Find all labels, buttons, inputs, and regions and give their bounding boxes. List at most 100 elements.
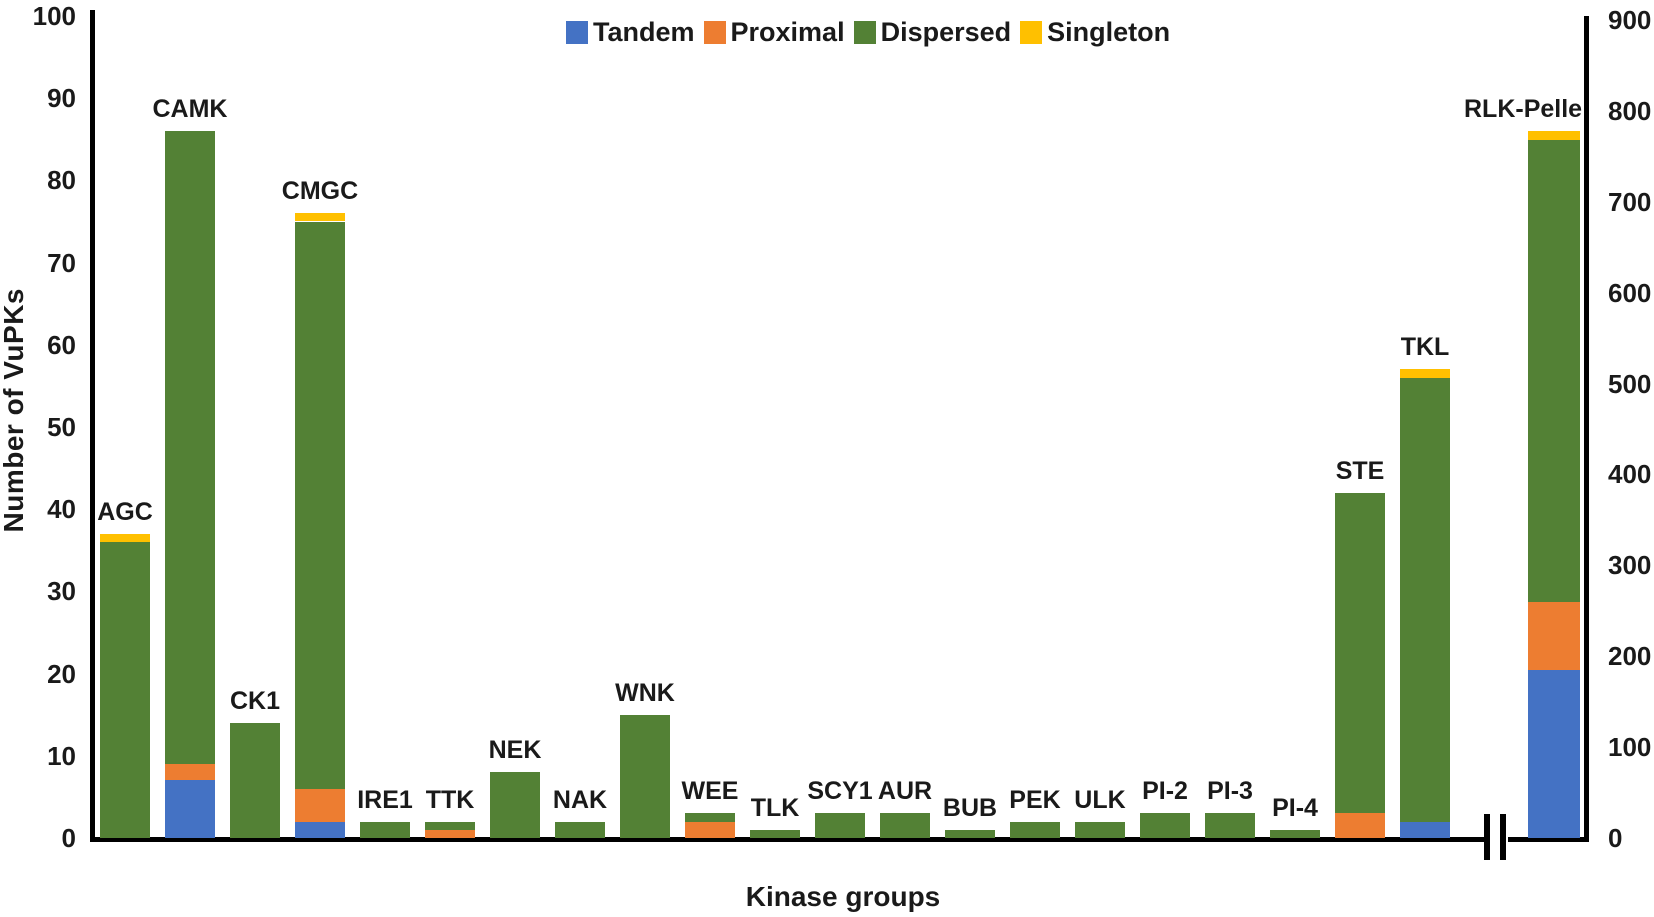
bar-segment-dispersed	[945, 829, 995, 838]
bar-segment-dispersed	[1010, 821, 1060, 838]
legend: Tandem Proximal Dispersed Singleton	[566, 17, 1179, 47]
left-axis-tick: 80	[47, 165, 76, 196]
bar-label-agc: AGC	[97, 497, 153, 526]
left-axis-tick: 100	[32, 0, 76, 31]
left-axis-tick: 90	[47, 83, 76, 114]
bar-segment-proximal	[165, 764, 215, 781]
bar-segment-proximal	[425, 829, 475, 838]
right-axis-tick: 100	[1608, 732, 1652, 763]
bar-segment-dispersed	[230, 722, 280, 838]
bar-segment-dispersed	[620, 714, 670, 838]
bar-segment-singleton	[1400, 369, 1450, 378]
bar-label-ulk: ULK	[1074, 785, 1126, 814]
bar-segment-singleton	[1528, 130, 1580, 140]
bar-label-ste: STE	[1335, 456, 1385, 485]
bar-segment-dispersed	[1205, 813, 1255, 838]
singleton-swatch	[1020, 20, 1043, 44]
bar-segment-dispersed	[880, 813, 930, 838]
right-axis-tick: 700	[1608, 186, 1652, 217]
bar-label-tkl: TKL	[1400, 333, 1450, 362]
bar-label-scy1: SCY1	[807, 777, 873, 806]
bar-segment-dispersed	[1270, 829, 1320, 838]
bar-label-rlk-pelle: RLK-Pelle	[1464, 94, 1583, 123]
left-axis-tick: 70	[47, 247, 76, 278]
right-axis-line	[1584, 16, 1589, 841]
bar-label-ire1: IRE1	[357, 785, 413, 814]
right-axis-tick: 0	[1608, 823, 1623, 853]
proximal-swatch	[703, 20, 726, 44]
bar-segment-dispersed	[360, 821, 410, 838]
bar-label-cmgc: CMGC	[281, 177, 359, 206]
bar-segment-tandem	[165, 780, 215, 838]
left-axis-tick: 50	[47, 412, 76, 442]
bar-segment-dispersed	[165, 131, 215, 765]
bar-segment-tandem	[1528, 669, 1580, 838]
bar-label-wnk: WNK	[615, 678, 675, 707]
bar-segment-dispersed	[1528, 139, 1580, 602]
bar-label-nak: NAK	[552, 785, 608, 814]
bar-segment-singleton	[100, 533, 150, 543]
bar-segment-dispersed	[750, 829, 800, 838]
bar-label-pi-2: PI-2	[1142, 777, 1188, 806]
left-axis-tick: 60	[47, 329, 76, 360]
tandem-swatch	[566, 20, 588, 44]
axis-break-mark	[1484, 814, 1490, 860]
left-axis-line	[90, 10, 95, 841]
left-axis-tick: 0	[61, 823, 76, 853]
bar-label-pek: PEK	[1009, 785, 1061, 814]
bar-label-pi-4: PI-4	[1272, 793, 1318, 822]
proximal-legend-label: Proximal	[730, 17, 845, 47]
left-axis-tick: 40	[47, 494, 76, 525]
bar-segment-proximal	[295, 788, 345, 822]
right-axis-tick: 300	[1608, 550, 1652, 581]
bar-label-ttk: TTK	[425, 785, 475, 814]
bar-segment-dispersed	[100, 542, 150, 838]
bar-segment-dispersed	[490, 772, 540, 838]
bar-segment-singleton	[295, 213, 345, 222]
right-axis-tick: 900	[1608, 4, 1652, 35]
bar-segment-dispersed	[685, 813, 735, 822]
x-axis-line	[90, 837, 1589, 842]
legend-item-dispersed: Dispersed	[853, 17, 1012, 47]
bar-segment-dispersed	[425, 821, 475, 830]
dispersed-swatch	[853, 20, 876, 44]
bar-label-wee: WEE	[681, 777, 739, 806]
bar-label-pi-3: PI-3	[1207, 777, 1253, 806]
bar-label-bub: BUB	[942, 793, 998, 822]
right-axis-tick: 400	[1608, 459, 1652, 490]
legend-item-singleton: Singleton	[1020, 17, 1170, 47]
bar-label-ck1: CK1	[229, 686, 281, 715]
axis-break-gap	[1486, 835, 1508, 844]
right-axis-tick: 200	[1608, 641, 1652, 672]
axis-break-mark	[1500, 814, 1506, 860]
bar-label-nek: NEK	[488, 736, 542, 765]
bar-segment-proximal	[1335, 813, 1385, 838]
right-axis-tick: 800	[1608, 95, 1652, 126]
bar-segment-dispersed	[1335, 492, 1385, 814]
tandem-legend-label: Tandem	[593, 17, 695, 47]
right-axis-tick: 600	[1608, 277, 1652, 308]
bar-label-camk: CAMK	[152, 95, 228, 124]
bar-segment-proximal	[1528, 601, 1580, 670]
bar-segment-dispersed	[295, 221, 345, 789]
x-axis-title: Kinase groups	[745, 881, 941, 912]
right-axis-tick: 500	[1608, 368, 1652, 399]
legend-item-proximal: Proximal	[703, 17, 845, 47]
singleton-legend-label: Singleton	[1047, 17, 1171, 47]
bar-segment-dispersed	[1400, 377, 1450, 822]
bar-label-aur: AUR	[877, 777, 933, 806]
legend-item-tandem: Tandem	[566, 17, 695, 47]
left-axis-tick: 10	[47, 740, 76, 771]
dispersed-legend-label: Dispersed	[880, 17, 1012, 47]
bar-segment-proximal	[685, 821, 735, 838]
left-axis-tick: 30	[47, 576, 76, 607]
bar-segment-dispersed	[1140, 813, 1190, 838]
bar-label-tlk: TLK	[750, 793, 800, 822]
left-axis-tick: 20	[47, 658, 76, 689]
bar-segment-tandem	[295, 821, 345, 838]
bar-segment-dispersed	[555, 821, 605, 838]
bar-segment-dispersed	[815, 813, 865, 838]
bar-segment-dispersed	[1075, 821, 1125, 838]
bar-segment-tandem	[1400, 821, 1450, 838]
